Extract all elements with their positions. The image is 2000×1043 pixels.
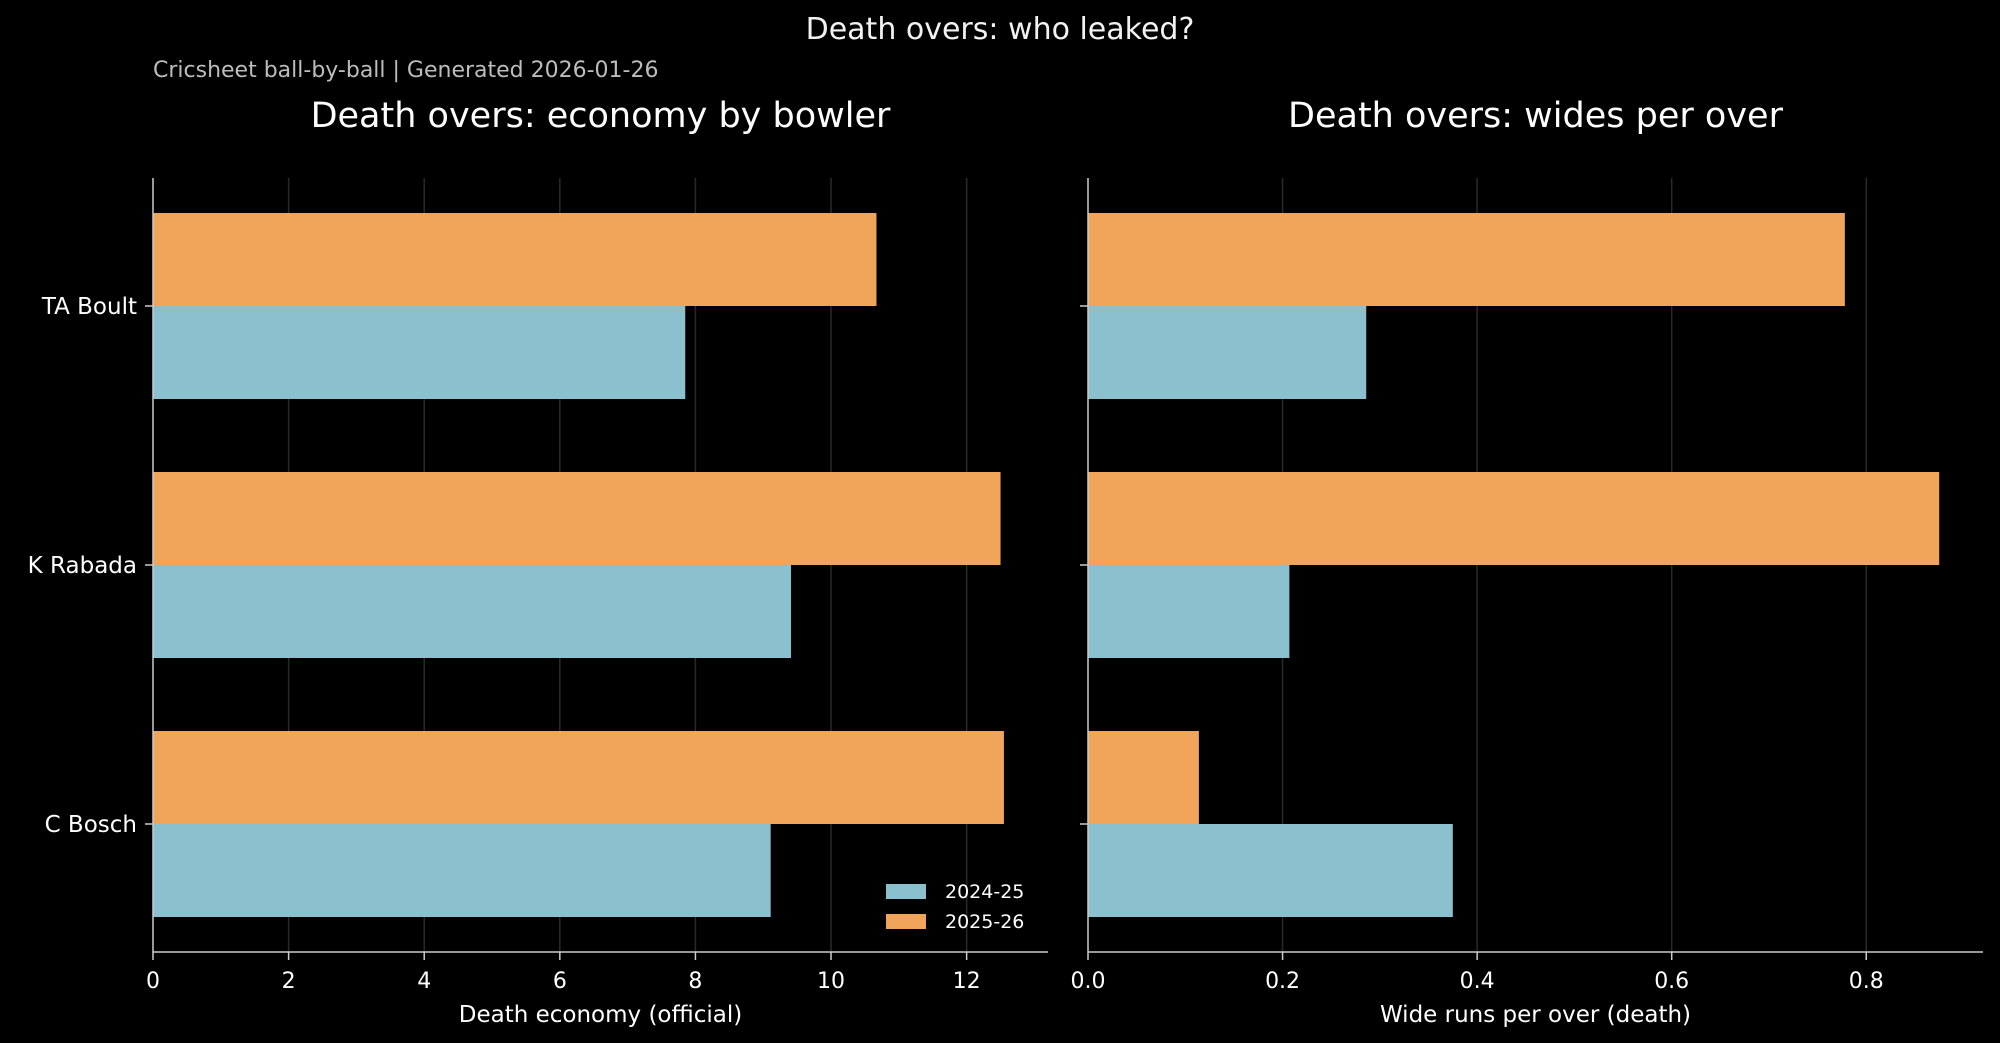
x-tick-label: 0.2 [1265,969,1300,994]
bar-2024-25-k-rabada [1088,565,1290,658]
x-tick-label: 0.0 [1071,969,1106,994]
y-tick-label: K Rabada [28,553,137,579]
x-tick-label: 6 [553,969,567,994]
x-tick-label: 2 [282,969,296,994]
panel-title: Death overs: economy by bowler [311,96,891,136]
panel-title: Death overs: wides per over [1288,96,1784,136]
figure-title: Death overs: who leaked? [805,12,1195,47]
bar-2024-25-k-rabada [153,565,792,658]
x-axis-label: Death economy (official) [459,1002,742,1028]
bar-2025-26-k-rabada [1088,472,1940,565]
x-tick-label: 8 [688,969,702,994]
bar-2025-26-k-rabada [153,472,1001,565]
x-tick-label: 4 [417,969,431,994]
bar-2025-26-ta-boult [1088,213,1845,306]
x-tick-label: 0.8 [1849,969,1884,994]
bar-2024-25-ta-boult [153,306,686,399]
bar-2024-25-ta-boult [1088,306,1367,399]
legend-swatch-2024-25 [886,884,926,899]
bar-2025-26-c-bosch [1088,731,1199,824]
legend-swatch-2025-26 [886,914,926,929]
legend-label: 2025-26 [945,911,1024,933]
chart-panel-1 [145,178,1048,960]
bar-2024-25-c-bosch [153,824,771,917]
bar-2025-26-c-bosch [153,731,1004,824]
y-tick-label: TA Boult [41,294,137,320]
x-tick-label: 0.4 [1460,969,1495,994]
x-tick-label: 10 [817,969,845,994]
figure-subtitle: Cricsheet ball-by-ball | Generated 2026-… [153,58,659,83]
x-tick-label: 0.6 [1654,969,1689,994]
bar-2025-26-ta-boult [153,213,877,306]
x-tick-label: 12 [953,969,981,994]
y-tick-label: C Bosch [45,812,137,838]
bar-2024-25-c-bosch [1088,824,1453,917]
legend-label: 2024-25 [945,881,1024,903]
x-tick-label: 0 [146,969,160,994]
x-axis-label: Wide runs per over (death) [1380,1002,1691,1028]
chart-panel-2 [1080,178,1983,960]
